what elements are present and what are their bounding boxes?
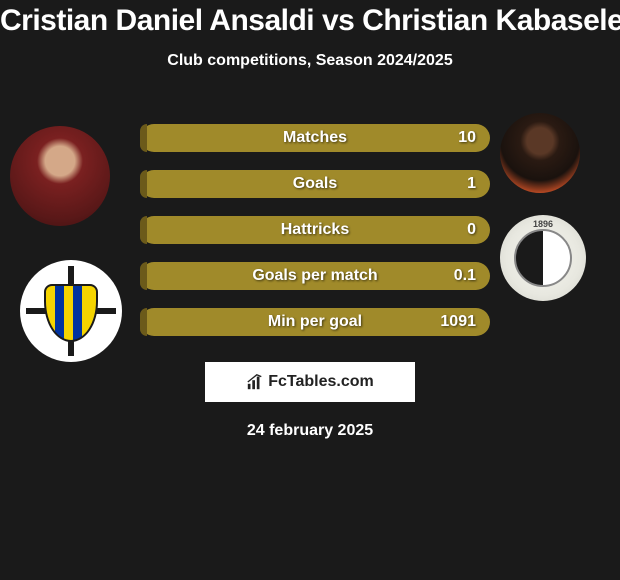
date-label: 24 february 2025 <box>0 422 620 440</box>
stat-row: Hattricks0 <box>140 216 490 244</box>
stat-value-right: 0 <box>467 221 476 239</box>
fctables-label: FcTables.com <box>268 373 374 391</box>
chart-icon <box>246 373 264 391</box>
stat-value-right: 10 <box>458 129 476 147</box>
badge-shield <box>44 284 98 342</box>
stat-row: Goals per match0.1 <box>140 262 490 290</box>
page-title: Cristian Daniel Ansaldi vs Christian Kab… <box>0 0 620 38</box>
player1-club-badge <box>20 260 122 362</box>
stat-label: Min per goal <box>140 313 490 331</box>
stat-label: Matches <box>140 129 490 147</box>
stat-row: Matches10 <box>140 124 490 152</box>
stat-value-right: 0.1 <box>454 267 476 285</box>
stat-row: Goals1 <box>140 170 490 198</box>
stat-label: Goals <box>140 175 490 193</box>
stat-value-right: 1091 <box>440 313 476 331</box>
badge-year: 1896 <box>500 219 586 229</box>
player2-club-badge: 1896 <box>500 215 586 301</box>
player1-avatar <box>10 126 110 226</box>
stat-label: Goals per match <box>140 267 490 285</box>
fctables-attribution: FcTables.com <box>205 362 415 402</box>
stat-row: Min per goal1091 <box>140 308 490 336</box>
badge-inner <box>514 229 572 287</box>
subtitle: Club competitions, Season 2024/2025 <box>0 52 620 70</box>
stat-value-right: 1 <box>467 175 476 193</box>
stat-label: Hattricks <box>140 221 490 239</box>
player2-avatar <box>500 113 580 193</box>
comparison-infographic: Cristian Daniel Ansaldi vs Christian Kab… <box>0 0 620 580</box>
